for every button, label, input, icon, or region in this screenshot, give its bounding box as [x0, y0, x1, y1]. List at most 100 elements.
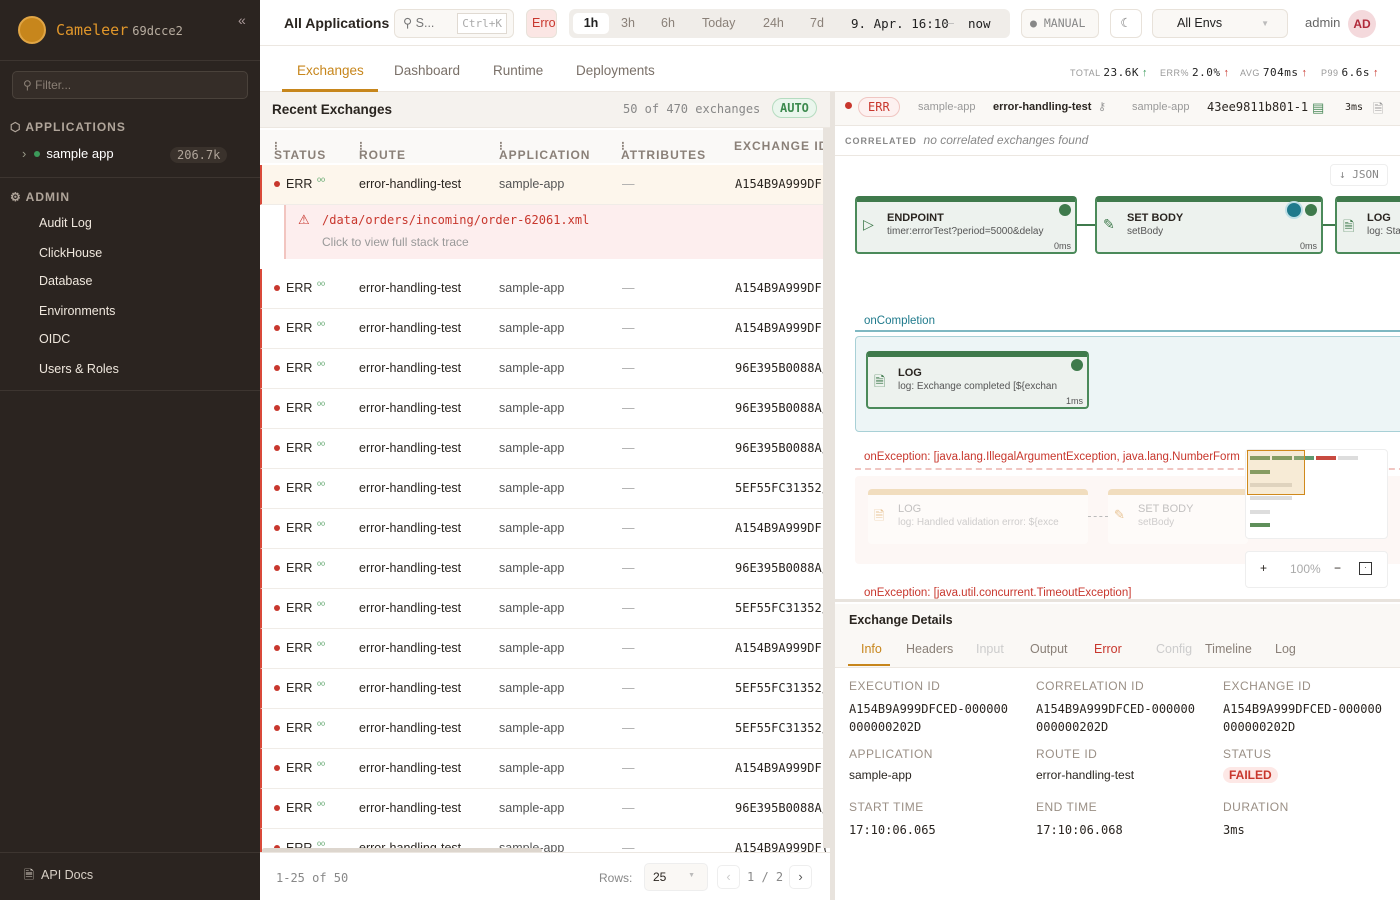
- kpi-label: P99: [1321, 68, 1339, 78]
- auto-refresh-badge[interactable]: AUTO: [772, 98, 817, 118]
- kpi-label: AVG: [1240, 68, 1260, 78]
- column-exchange-id[interactable]: EXCHANGE ID: [734, 139, 829, 153]
- attributes-cell: —: [622, 361, 635, 375]
- column-application[interactable]: APPLICATION ⁝: [499, 139, 591, 162]
- avatar[interactable]: AD: [1348, 10, 1376, 38]
- zoom-in-button[interactable]: +: [1260, 561, 1268, 575]
- route-link-icon[interactable]: ⚷: [1098, 101, 1107, 113]
- sidebar-item-database[interactable]: Database: [39, 274, 93, 288]
- table-row[interactable]: ERR ⁰⁰ error-handling-test sample-app — 5EF55…: [260, 669, 827, 709]
- diagram-node-endpoint[interactable]: ▷ ENDPOINT timer:errorTest?period=5000&del…: [855, 196, 1077, 254]
- sidebar-item-audit-log[interactable]: Audit Log: [39, 216, 92, 230]
- success-indicator: [1305, 204, 1317, 216]
- range-7d[interactable]: 7d: [810, 16, 824, 30]
- search-icon: ⚲: [403, 16, 416, 30]
- range-today[interactable]: Today: [702, 16, 736, 30]
- vertical-scrollbar[interactable]: [823, 128, 830, 848]
- refresh-mode-button[interactable]: ● MANUAL: [1021, 9, 1099, 38]
- table-row[interactable]: ERR ⁰⁰ error-handling-test sample-app — 96E39…: [260, 429, 827, 469]
- env-select[interactable]: All Envs ▼: [1152, 9, 1288, 38]
- detail-agent[interactable]: sample-app: [1132, 101, 1190, 113]
- sidebar-filter-input[interactable]: ⚲ Filter...: [12, 71, 248, 99]
- tab-error[interactable]: Error: [1094, 642, 1122, 656]
- column-route[interactable]: ROUTE ⁝: [359, 139, 406, 162]
- table-row[interactable]: ERR ⁰⁰ error-handling-test sample-app — 96E39…: [260, 389, 827, 429]
- collapse-sidebar-icon[interactable]: «: [238, 12, 246, 28]
- table-row[interactable]: ERR ⁰⁰ error-handling-test sample-app — 5EF55…: [260, 589, 827, 629]
- table-row[interactable]: ERR ⁰⁰ error-handling-test sample-app — A154B…: [260, 629, 827, 669]
- next-page-button[interactable]: ›: [789, 865, 812, 889]
- tab-runtime[interactable]: Runtime: [493, 63, 544, 78]
- stack-trace-link[interactable]: Click to view full stack trace: [322, 235, 469, 249]
- tab-info[interactable]: Info: [861, 642, 882, 656]
- route-cell: error-handling-test: [359, 321, 462, 335]
- sidebar-app-item[interactable]: › sample app: [22, 146, 232, 161]
- table-row[interactable]: ERR ⁰⁰ error-handling-test sample-app — 5EF55…: [260, 469, 827, 509]
- column-status[interactable]: STATUS ⁝: [274, 139, 327, 162]
- table-row[interactable]: ERR ⁰⁰ error-handling-test sample-app — 96E39…: [260, 349, 827, 389]
- copy-icon[interactable]: ▤: [1312, 100, 1325, 115]
- exchanges-panel: Recent Exchanges 50 of 470 exchanges AUT…: [260, 92, 830, 900]
- diagram-node-exception-log[interactable]: 🗎 LOG log: Handled validation error: ${exc…: [868, 489, 1088, 544]
- zoom-level: 100%: [1290, 562, 1321, 576]
- table-row[interactable]: ERR ⁰⁰ error-handling-test sample-app — A154B…: [260, 269, 827, 309]
- tab-config: Config: [1156, 642, 1193, 656]
- fit-view-button[interactable]: ·: [1359, 562, 1372, 575]
- shortcut-hint: Ctrl+K: [457, 13, 507, 34]
- table-row[interactable]: ERR ⁰⁰ error-handling-test sample-app — A154B…: [260, 749, 827, 789]
- time-range-selector: 1h 3h 6h Today 24h 7d 9. Apr. 16:10 – no…: [569, 9, 1010, 38]
- tab-headers[interactable]: Headers: [906, 642, 954, 656]
- sidebar-item-clickhouse[interactable]: ClickHouse: [39, 246, 103, 260]
- diagram-node-set-body[interactable]: ✎ SET BODY setBody 0ms: [1095, 196, 1323, 254]
- table-row[interactable]: ERR ⁰⁰ error-handling-test sample-app — 96E39…: [260, 549, 827, 589]
- sidebar-item-environments[interactable]: Environments: [39, 304, 116, 318]
- tab-deployments[interactable]: Deployments: [576, 63, 655, 78]
- table-row[interactable]: ERR ⁰⁰ error-handling-test sample-app — 5EF55…: [260, 709, 827, 749]
- range-1h[interactable]: 1h: [573, 13, 609, 34]
- error-filter-chip[interactable]: Erro: [526, 9, 557, 38]
- table-row[interactable]: ERR ⁰⁰ error-handling-test sample-app — A154B…: [260, 309, 827, 349]
- horizontal-scrollbar[interactable]: [262, 848, 542, 853]
- table-row[interactable]: ERR ⁰⁰ error-handling-test sample-app — A154B…: [260, 165, 827, 205]
- error-preview[interactable]: ⚠ /data/orders/incoming/order-62061.xml …: [284, 205, 825, 259]
- minimap-viewport[interactable]: [1247, 450, 1305, 495]
- column-attributes[interactable]: ATTRIBUTES ⁝: [621, 139, 707, 162]
- tab-exchanges[interactable]: Exchanges: [297, 63, 364, 78]
- panel-splitter[interactable]: [830, 92, 835, 900]
- tab-log[interactable]: Log: [1275, 642, 1296, 656]
- search-button[interactable]: ⚲ S... Ctrl+K: [394, 9, 514, 38]
- prev-page-button[interactable]: ‹: [717, 865, 740, 889]
- range-3h[interactable]: 3h: [621, 16, 635, 30]
- zoom-out-button[interactable]: −: [1334, 561, 1342, 575]
- table-row[interactable]: ERR ⁰⁰ error-handling-test sample-app — 96E39…: [260, 789, 827, 829]
- status-cell: ERR: [274, 177, 312, 191]
- range-6h[interactable]: 6h: [661, 16, 675, 30]
- tab-output[interactable]: Output: [1030, 642, 1068, 656]
- exchange-id-cell: A154B9A999DF(: [735, 177, 827, 191]
- arrow-up-icon: ↑: [1223, 67, 1230, 79]
- status-cell: ERR: [274, 321, 312, 335]
- applications-section[interactable]: ⬡ APPLICATIONS: [10, 120, 126, 134]
- attributes-cell: —: [622, 801, 635, 815]
- range-end[interactable]: now: [968, 16, 991, 31]
- json-download-button[interactable]: ↓ JSON: [1330, 164, 1388, 186]
- tab-timeline[interactable]: Timeline: [1205, 642, 1252, 656]
- diagram-node-exception-set-body[interactable]: ✎ SET BODY setBody: [1108, 489, 1248, 544]
- detail-route[interactable]: error-handling-test: [993, 101, 1092, 113]
- detail-app[interactable]: sample-app: [918, 101, 976, 113]
- api-docs-link[interactable]: 🗎 API Docs: [24, 866, 93, 887]
- sidebar-item-oidc[interactable]: OIDC: [39, 332, 71, 346]
- table-row[interactable]: ERR ⁰⁰ error-handling-test sample-app — A154B…: [260, 509, 827, 549]
- diagram-node-log[interactable]: 🗎 LOG log: Sta: [1335, 196, 1400, 254]
- range-24h[interactable]: 24h: [763, 16, 784, 30]
- diagram-node-completion-log[interactable]: 🗎 LOG log: Exchange completed [${exchan 1ms: [866, 351, 1089, 409]
- admin-section[interactable]: ⚙ ADMIN: [10, 190, 70, 204]
- rows-per-page-select[interactable]: 25 ▼: [644, 863, 708, 891]
- range-start[interactable]: 9. Apr. 16:10: [851, 16, 949, 31]
- status-cell: ERR: [274, 681, 312, 695]
- theme-toggle-moon-icon[interactable]: ☾: [1110, 9, 1142, 38]
- tab-dashboard[interactable]: Dashboard: [394, 63, 461, 78]
- diagram-minimap[interactable]: [1245, 449, 1388, 539]
- sidebar-item-users-roles[interactable]: Users & Roles: [39, 362, 119, 376]
- document-icon[interactable]: 🗎: [1373, 101, 1384, 116]
